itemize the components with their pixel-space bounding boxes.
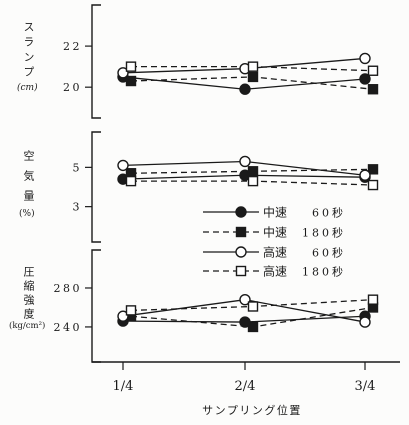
data-point-filled-circle <box>359 73 371 85</box>
data-point-filled-square <box>247 166 259 177</box>
legend-time-label: 60秒 <box>312 206 346 220</box>
data-point-filled-square <box>367 84 379 95</box>
legend-marker-filled-square <box>235 226 247 238</box>
x-tick-label: 2/4 <box>235 379 256 394</box>
y-tick-label: 280 <box>54 282 83 295</box>
data-point-open-square <box>125 175 137 187</box>
legend-time-label: 180秒 <box>302 265 346 279</box>
legend-time-label: 180秒 <box>302 226 346 240</box>
legend-item: 中速 60秒 <box>203 205 346 220</box>
y-tick-label: 240 <box>54 321 83 334</box>
data-point-open-square <box>247 175 259 187</box>
x-axis: 1/4 2/4 3/4 サンプリング位置 <box>92 361 400 417</box>
legend-time-label: 60秒 <box>312 246 346 260</box>
data-point-open-square <box>247 301 259 312</box>
data-point-open-circle <box>239 293 251 306</box>
data-point-open-circle <box>359 316 371 328</box>
x-axis-title: サンプリング位置 <box>202 403 302 417</box>
data-point-open-square <box>367 65 379 76</box>
panel-1: 22 20 <box>63 4 379 119</box>
y-tick-label: 20 <box>63 81 82 94</box>
data-point-open-square <box>367 294 379 305</box>
legend-item: 中速 180秒 <box>203 225 346 240</box>
slump-axis-label: スランプ <box>22 21 35 81</box>
data-point-open-circle <box>359 169 371 181</box>
data-point-open-square <box>247 61 259 72</box>
legend-marker-open-circle <box>235 246 247 258</box>
legend-item: 高速 60秒 <box>203 245 346 260</box>
air-content-axis-label: 空気量 <box>22 150 35 210</box>
y-axis-line <box>91 249 101 363</box>
panel-2: 53 <box>73 131 379 243</box>
y-tick-label: 5 <box>73 161 83 174</box>
data-point-filled-circle <box>239 83 251 95</box>
data-point-open-square <box>367 179 379 191</box>
legend-speed-label: 中速 <box>263 225 287 240</box>
slump-unit-label: (cm) <box>17 83 38 93</box>
data-point-open-circle <box>117 159 129 172</box>
legend-speed-label: 中速 <box>263 205 287 220</box>
data-point-open-circle <box>117 310 129 322</box>
y-axis-line <box>91 131 101 243</box>
legend-marker-open-square <box>235 265 247 277</box>
x-tick-label: 3/4 <box>355 379 376 394</box>
data-point-open-square <box>125 305 137 316</box>
data-point-filled-square <box>125 75 137 87</box>
compressive-strength-axis-label: 圧縮強度 <box>22 266 35 322</box>
legend-item: 高速 180秒 <box>203 264 346 279</box>
y-tick-label: 3 <box>73 201 83 214</box>
data-point-open-circle <box>239 155 251 168</box>
data-point-open-square <box>125 61 137 72</box>
panel-3: 280 240 <box>54 249 379 363</box>
y-axis-line <box>91 4 101 119</box>
data-point-filled-square <box>247 71 259 83</box>
legend-marker-filled-circle <box>235 206 247 218</box>
data-point-open-circle <box>117 67 129 79</box>
x-tick-label: 1/4 <box>113 379 134 394</box>
compressive-strength-unit-label: (kg/cm²) <box>9 321 46 331</box>
legend-speed-label: 高速 <box>263 264 287 279</box>
y-tick-label: 22 <box>63 40 82 53</box>
legend-speed-label: 高速 <box>263 245 287 260</box>
data-point-open-circle <box>359 52 371 65</box>
data-point-filled-square <box>367 164 379 175</box>
air-content-unit-label: (%) <box>19 209 35 219</box>
data-point-filled-square <box>247 321 259 333</box>
